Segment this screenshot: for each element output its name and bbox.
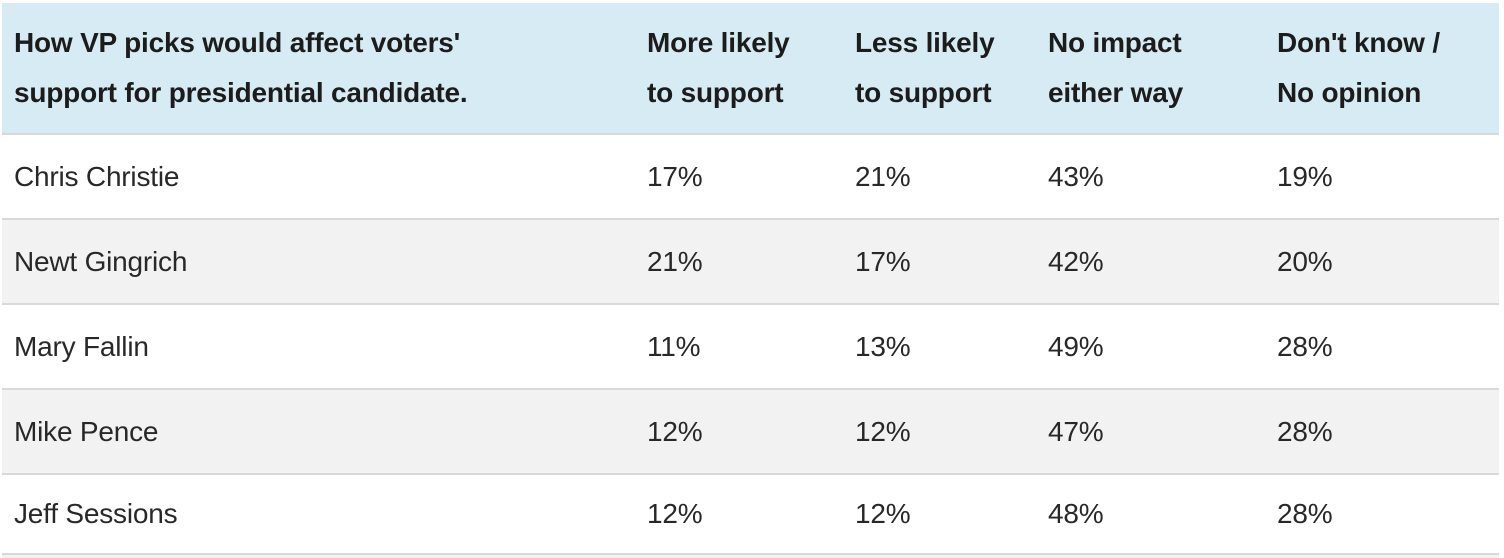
value-cell: 11% [647, 330, 701, 362]
table-question-header: How VP picks would affect voters' suppor… [2, 18, 632, 118]
column-header-line: Don't know / [1277, 27, 1440, 58]
value-cell: 43% [1048, 160, 1104, 192]
table-header-row: How VP picks would affect voters' suppor… [2, 3, 1499, 133]
candidate-name: Jeff Sessions [14, 498, 178, 529]
column-header-line: No impact [1048, 27, 1182, 58]
value-cell: 19% [1277, 160, 1333, 192]
value-cell: 12% [855, 498, 911, 529]
value-cell: 12% [647, 415, 703, 447]
value-cell: 28% [1277, 330, 1333, 362]
table-row: Chris Christie 17% 21% 43% 19% [2, 133, 1499, 218]
column-header-more-likely: More likely to support [632, 18, 840, 118]
column-header-line: No opinion [1277, 77, 1422, 108]
candidate-name: Newt Gingrich [14, 245, 188, 277]
question-line-1: How VP picks would affect voters' [14, 27, 461, 58]
question-line-2: support for presidential candidate. [14, 77, 468, 108]
value-cell: 12% [855, 415, 911, 447]
table-row: Mary Fallin 11% 13% 49% 28% [2, 303, 1499, 388]
table-row: Jeff Sessions 12% 12% 48% 28% [2, 473, 1499, 553]
value-cell: 49% [1048, 330, 1104, 362]
column-header-line: to support [647, 77, 784, 108]
candidate-name: Mike Pence [14, 415, 159, 447]
column-header-line: to support [855, 77, 992, 108]
column-header-line: Less likely [855, 27, 995, 58]
column-header-dont-know: Don't know / No opinion [1262, 18, 1499, 118]
candidate-name: Chris Christie [14, 160, 180, 192]
value-cell: 21% [855, 160, 911, 192]
value-cell: 47% [1048, 415, 1104, 447]
value-cell: 42% [1048, 245, 1104, 277]
column-header-line: either way [1048, 77, 1183, 108]
value-cell: 20% [1277, 245, 1333, 277]
table-row: Mike Pence 12% 12% 47% 28% [2, 388, 1499, 473]
next-row-partial [2, 553, 1499, 558]
value-cell: 28% [1277, 498, 1333, 529]
value-cell: 28% [1277, 415, 1333, 447]
column-header-less-likely: Less likely to support [840, 18, 1033, 118]
value-cell: 21% [647, 245, 703, 277]
vp-poll-table: How VP picks would affect voters' suppor… [2, 3, 1499, 558]
value-cell: 12% [647, 498, 703, 529]
value-cell: 48% [1048, 498, 1104, 529]
value-cell: 13% [855, 330, 911, 362]
value-cell: 17% [855, 245, 911, 277]
column-header-line: More likely [647, 27, 790, 58]
table-row: Newt Gingrich 21% 17% 42% 20% [2, 218, 1499, 303]
value-cell: 17% [647, 160, 703, 192]
candidate-name: Mary Fallin [14, 330, 149, 362]
column-header-no-impact: No impact either way [1033, 18, 1262, 118]
